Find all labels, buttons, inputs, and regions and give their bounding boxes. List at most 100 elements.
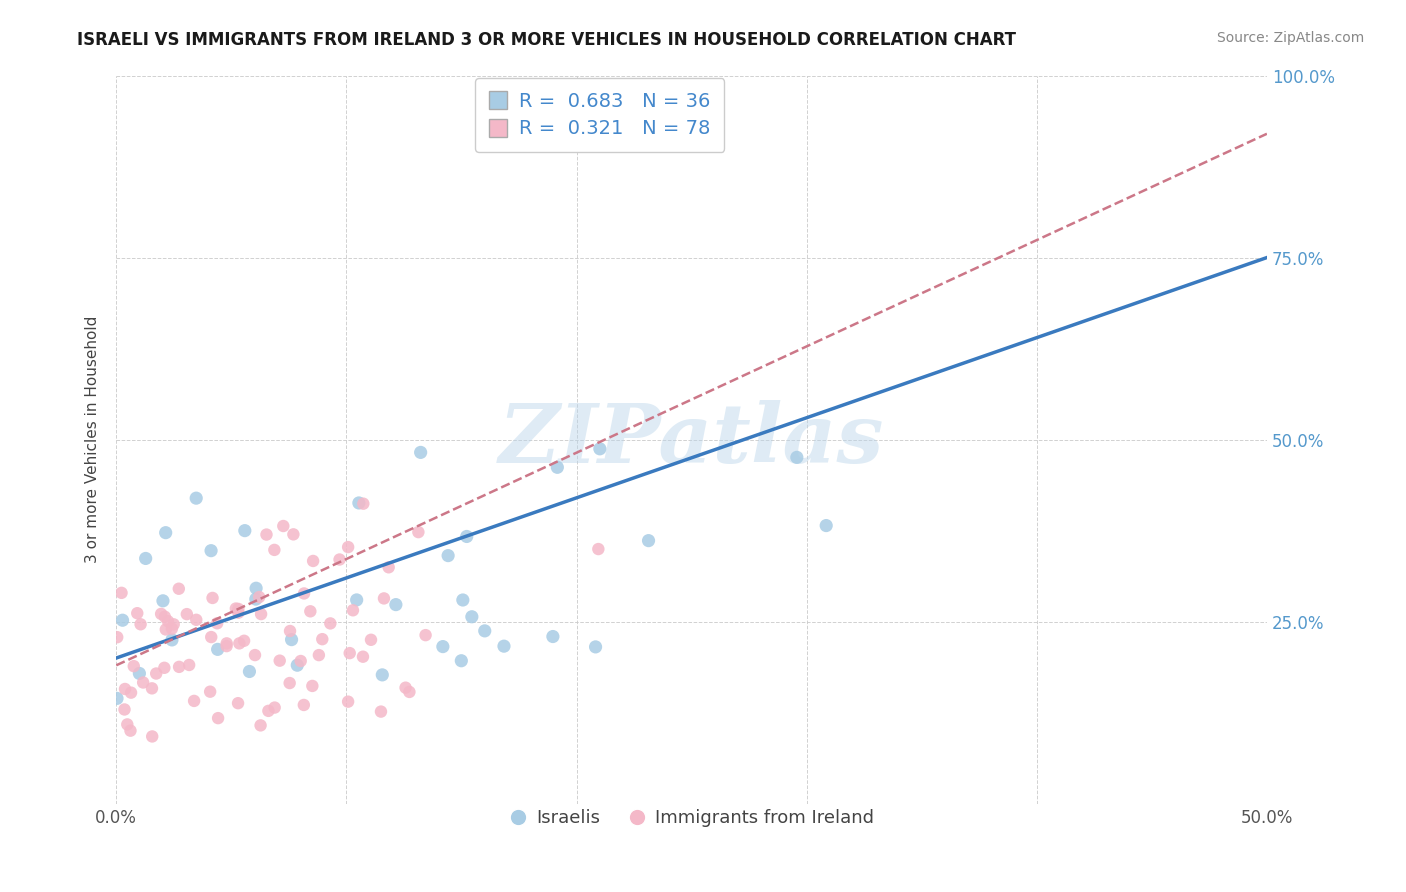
Point xyxy=(299,604,322,618)
Point xyxy=(247,590,270,604)
Point xyxy=(128,666,150,681)
Point xyxy=(371,668,394,682)
Point xyxy=(145,666,167,681)
Point xyxy=(311,632,333,647)
Point xyxy=(437,549,460,563)
Point xyxy=(111,613,134,627)
Point xyxy=(409,445,432,459)
Point xyxy=(132,675,155,690)
Point xyxy=(347,496,370,510)
Point xyxy=(245,581,267,595)
Point xyxy=(302,554,325,568)
Point xyxy=(153,609,176,624)
Point xyxy=(541,630,564,644)
Point xyxy=(226,696,249,710)
Point xyxy=(339,646,361,660)
Point xyxy=(280,632,302,647)
Point xyxy=(198,684,221,698)
Point xyxy=(110,586,132,600)
Point xyxy=(269,654,291,668)
Point xyxy=(373,591,395,606)
Point xyxy=(456,529,478,543)
Point xyxy=(215,636,238,650)
Point xyxy=(263,542,285,557)
Point xyxy=(415,628,437,642)
Point xyxy=(250,607,273,621)
Point xyxy=(408,525,430,540)
Point xyxy=(141,730,163,744)
Point xyxy=(342,603,364,617)
Point xyxy=(233,633,256,648)
Point xyxy=(117,717,139,731)
Point xyxy=(585,640,607,654)
Point xyxy=(273,519,295,533)
Point xyxy=(292,586,315,600)
Point xyxy=(786,450,808,465)
Point xyxy=(167,582,190,596)
Point xyxy=(319,616,342,631)
Point xyxy=(183,694,205,708)
Point xyxy=(352,497,374,511)
Point xyxy=(176,607,198,621)
Point xyxy=(492,639,515,653)
Point xyxy=(461,609,484,624)
Point xyxy=(114,681,136,696)
Point xyxy=(228,606,250,620)
Text: ISRAELI VS IMMIGRANTS FROM IRELAND 3 OR MORE VEHICLES IN HOUSEHOLD CORRELATION C: ISRAELI VS IMMIGRANTS FROM IRELAND 3 OR … xyxy=(77,31,1017,49)
Point xyxy=(292,698,315,712)
Point xyxy=(215,639,238,653)
Point xyxy=(155,623,177,637)
Point xyxy=(337,695,360,709)
Point xyxy=(153,661,176,675)
Point xyxy=(207,711,229,725)
Point xyxy=(163,617,186,632)
Point xyxy=(398,685,420,699)
Point xyxy=(155,525,177,540)
Point xyxy=(120,686,142,700)
Point xyxy=(228,636,250,650)
Point xyxy=(278,624,301,638)
Point xyxy=(205,616,228,631)
Point xyxy=(120,723,142,738)
Point xyxy=(263,700,285,714)
Point xyxy=(201,591,224,605)
Point xyxy=(815,518,838,533)
Point xyxy=(474,624,496,638)
Point xyxy=(360,632,382,647)
Legend: Israelis, Immigrants from Ireland: Israelis, Immigrants from Ireland xyxy=(502,802,882,835)
Point xyxy=(105,630,128,644)
Point xyxy=(228,602,250,616)
Point xyxy=(370,705,392,719)
Point xyxy=(283,527,305,541)
Point xyxy=(451,593,474,607)
Point xyxy=(105,691,128,706)
Point xyxy=(152,594,174,608)
Point xyxy=(352,649,374,664)
Point xyxy=(122,659,145,673)
Point xyxy=(243,648,266,662)
Point xyxy=(278,676,301,690)
Point xyxy=(233,524,256,538)
Point xyxy=(200,630,222,644)
Point xyxy=(186,613,208,627)
Point xyxy=(328,552,350,566)
Point xyxy=(160,622,183,636)
Point xyxy=(207,642,229,657)
Point xyxy=(432,640,454,654)
Point xyxy=(167,660,190,674)
Point xyxy=(257,704,280,718)
Point xyxy=(256,527,278,541)
Point xyxy=(249,718,271,732)
Point xyxy=(225,601,247,615)
Point xyxy=(186,491,208,505)
Point xyxy=(337,540,360,554)
Point xyxy=(346,593,368,607)
Text: ZIPatlas: ZIPatlas xyxy=(499,400,884,480)
Point xyxy=(450,654,472,668)
Point xyxy=(156,614,179,628)
Point xyxy=(285,658,308,673)
Point xyxy=(245,592,267,607)
Point xyxy=(200,543,222,558)
Point xyxy=(546,460,568,475)
Point xyxy=(301,679,323,693)
